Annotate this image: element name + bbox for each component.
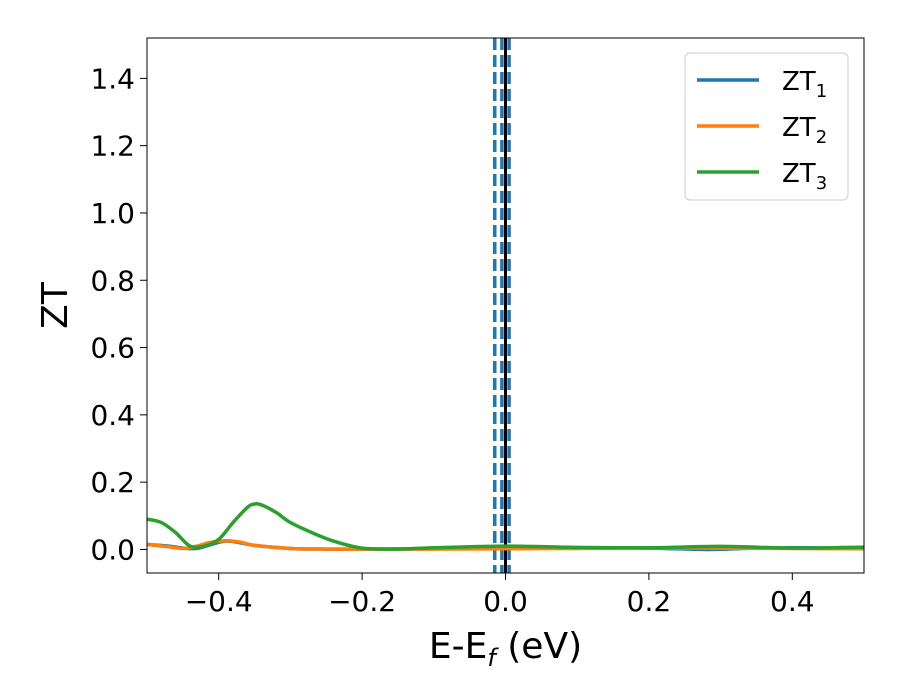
legend-box	[684, 52, 849, 201]
y-tick-label: 0.6	[90, 332, 135, 365]
series-line-zt3	[147, 502, 864, 551]
y-tick-label: 1.2	[90, 130, 135, 163]
y-tick-label: 1.0	[90, 197, 135, 230]
x-axis-title-main: E-E	[429, 626, 487, 667]
y-tick-label: 1.4	[90, 62, 135, 95]
x-tick-label: −0.2	[328, 585, 396, 618]
legend-label-main: ZT	[782, 159, 816, 189]
fermi-reference-lines	[492, 38, 511, 573]
x-tick-label: 0.4	[770, 585, 815, 618]
legend-label-sub: 1	[816, 81, 827, 102]
legend-label-main: ZT	[782, 67, 816, 97]
legend-label-zt3: ZT3	[782, 159, 827, 194]
y-axis-title: ZT	[35, 281, 76, 329]
y-tick-label: 0.2	[90, 466, 135, 499]
legend-label-zt1: ZT1	[782, 67, 827, 102]
y-tick-label: 0.4	[90, 399, 135, 432]
x-axis-title-unit: (eV)	[496, 626, 582, 667]
x-axis-ticks: −0.4 −0.2 0.0 0.2 0.4	[185, 573, 815, 618]
legend-label-sub: 2	[816, 127, 827, 148]
y-tick-label: 0.0	[90, 533, 135, 566]
x-tick-label: 0.0	[483, 585, 528, 618]
x-axis-title: E-Ef (eV)	[429, 626, 582, 672]
legend-label-main: ZT	[782, 113, 816, 143]
legend-label-zt2: ZT2	[782, 113, 827, 148]
x-tick-label: 0.2	[627, 585, 672, 618]
legend-label-sub: 3	[816, 173, 827, 194]
series-lines	[147, 502, 864, 552]
y-axis-ticks: 0.0 0.2 0.4 0.6 0.8 1.0 1.2 1.4	[90, 62, 147, 566]
y-tick-label: 0.8	[90, 264, 135, 297]
x-tick-label: −0.4	[185, 585, 253, 618]
